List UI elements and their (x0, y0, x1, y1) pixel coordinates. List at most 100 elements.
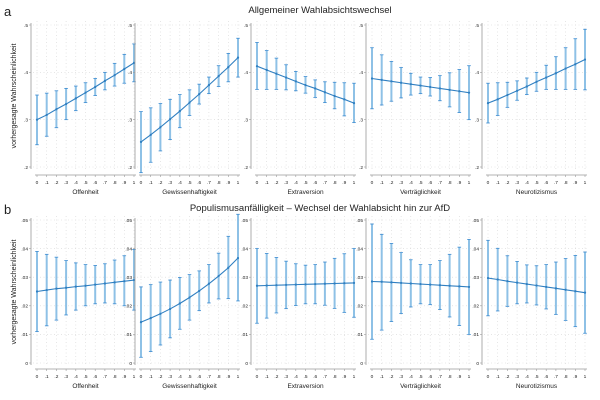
panel-b-1: 0 .01 .02 .03 .04 .05 0 .1 .2 .3 .4 .5 .6 .7 .8 .9 1 Offe… (21, 216, 138, 390)
data-point (390, 80, 393, 83)
data-point (535, 80, 538, 83)
x-tick-label: .5 (534, 374, 538, 380)
y-tick-label: .4 (475, 70, 479, 76)
data-point (400, 281, 403, 285)
x-tick-label: .3 (64, 374, 68, 380)
y-tick-label: .05 (241, 218, 248, 224)
x-tick-label: .5 (303, 374, 307, 380)
data-point (333, 282, 336, 285)
y-tick-label: 0 (25, 361, 28, 367)
x-tick-label: .1 (380, 374, 384, 380)
data-point (294, 283, 297, 286)
panel-a-3: .2 .3 .4 .5 0 .1 .2 .3 .4 .5 .6 .7 .8 .9 1 Extraversion (244, 21, 358, 196)
x-tick-label: .6 (313, 374, 317, 380)
y-tick-label: .04 (21, 246, 28, 252)
data-point (265, 284, 268, 287)
data-point (55, 108, 58, 111)
data-point (554, 287, 558, 290)
x-tick-label: .6 (197, 374, 201, 380)
data-point (564, 67, 567, 70)
y-tick-label: .03 (125, 275, 132, 281)
data-point (217, 75, 220, 78)
x-tick-label: .1 (45, 374, 49, 380)
data-point (198, 93, 201, 96)
x-tick-label: 0 (256, 374, 259, 380)
data-point (45, 113, 48, 117)
x-tick-label: .7 (207, 180, 211, 186)
x-tick-label: .4 (525, 374, 529, 380)
panel-b-5: 0 .01 .02 .03 .04 .05 0 .1 .2 .3 .4 .5 .6 .7 .8 .9 1 Neur… (472, 216, 589, 390)
x-tick-label: .1 (265, 180, 269, 186)
x-tick-label: .6 (313, 180, 317, 186)
y-tick-label: .04 (241, 246, 248, 252)
x-tick-label: .9 (457, 180, 461, 186)
y-tick-label: .01 (241, 332, 248, 338)
x-tick-label: .1 (45, 180, 49, 186)
plots: .2 .3 .4 .5 0 .1 .2 .3 .4 .5 .6 .7 .8 .9 1 Offenheit .2.… (21, 21, 589, 390)
row-a-title: Allgemeiner Wahlabsichtswechsel (248, 5, 391, 16)
data-point (149, 133, 152, 136)
x-tick-label: .5 (418, 374, 422, 380)
data-point (438, 284, 441, 287)
y-tick-label: .02 (356, 304, 363, 310)
y-tick-label: .04 (472, 246, 479, 252)
x-tick-label: 1 (584, 374, 587, 380)
y-tick-label: .2 (24, 165, 28, 171)
y-tick-label: .2 (244, 165, 248, 171)
y-tick-label: .01 (21, 332, 28, 338)
x-axis-label: Neurotizismus (516, 189, 558, 196)
data-point (486, 102, 490, 105)
data-point (545, 76, 548, 79)
panel-letter-a: a (4, 4, 12, 19)
data-point (429, 283, 432, 286)
data-point (380, 280, 383, 283)
data-point (159, 312, 162, 315)
data-point (583, 58, 587, 61)
y-tick-label: .03 (21, 275, 28, 281)
x-tick-label: .4 (74, 180, 78, 186)
y-tick-label: .01 (472, 332, 479, 338)
x-tick-label: 0 (256, 180, 259, 186)
x-tick-label: .1 (149, 374, 153, 380)
x-tick-label: 0 (371, 374, 374, 380)
data-point (343, 98, 346, 101)
x-tick-label: .9 (122, 374, 126, 380)
x-tick-label: .4 (409, 180, 413, 186)
data-point (352, 281, 356, 285)
data-point (409, 83, 412, 86)
x-tick-label: .9 (573, 180, 577, 186)
x-axis-label: Verträglichkeit (400, 189, 441, 196)
x-tick-label: .3 (399, 180, 403, 186)
x-axis-label: Extraversion (287, 383, 324, 390)
y-tick-label: .01 (356, 332, 363, 338)
x-tick-label: .6 (428, 374, 432, 380)
x-tick-label: .9 (226, 374, 230, 380)
x-tick-label: .3 (515, 180, 519, 186)
data-point (159, 126, 162, 129)
x-tick-label: .1 (496, 180, 500, 186)
x-tick-label: .8 (333, 374, 337, 380)
x-tick-label: .9 (573, 374, 577, 380)
data-point (113, 74, 116, 77)
data-point (227, 66, 230, 69)
data-point (84, 91, 87, 94)
panel-a-1: .2 .3 .4 .5 0 .1 .2 .3 .4 .5 .6 .7 .8 .9 1 Offenheit (24, 21, 138, 196)
y-tick-label: .3 (359, 117, 363, 123)
y-tick-label: .02 (21, 304, 28, 310)
x-tick-label: .6 (93, 374, 97, 380)
data-point (583, 291, 587, 294)
x-tick-label: .8 (564, 180, 568, 186)
data-point (419, 84, 422, 87)
y-tick-label: .3 (24, 117, 28, 123)
data-point (333, 94, 336, 98)
y-tick-label: .5 (24, 23, 28, 29)
y-tick-label: .3 (475, 117, 479, 123)
data-point (525, 282, 528, 286)
data-point (94, 85, 97, 89)
y-tick-label: .04 (125, 246, 132, 252)
data-point (103, 282, 106, 285)
data-point (207, 84, 210, 87)
x-tick-label: .8 (333, 180, 337, 186)
x-tick-label: .2 (389, 180, 393, 186)
data-point (275, 72, 278, 75)
